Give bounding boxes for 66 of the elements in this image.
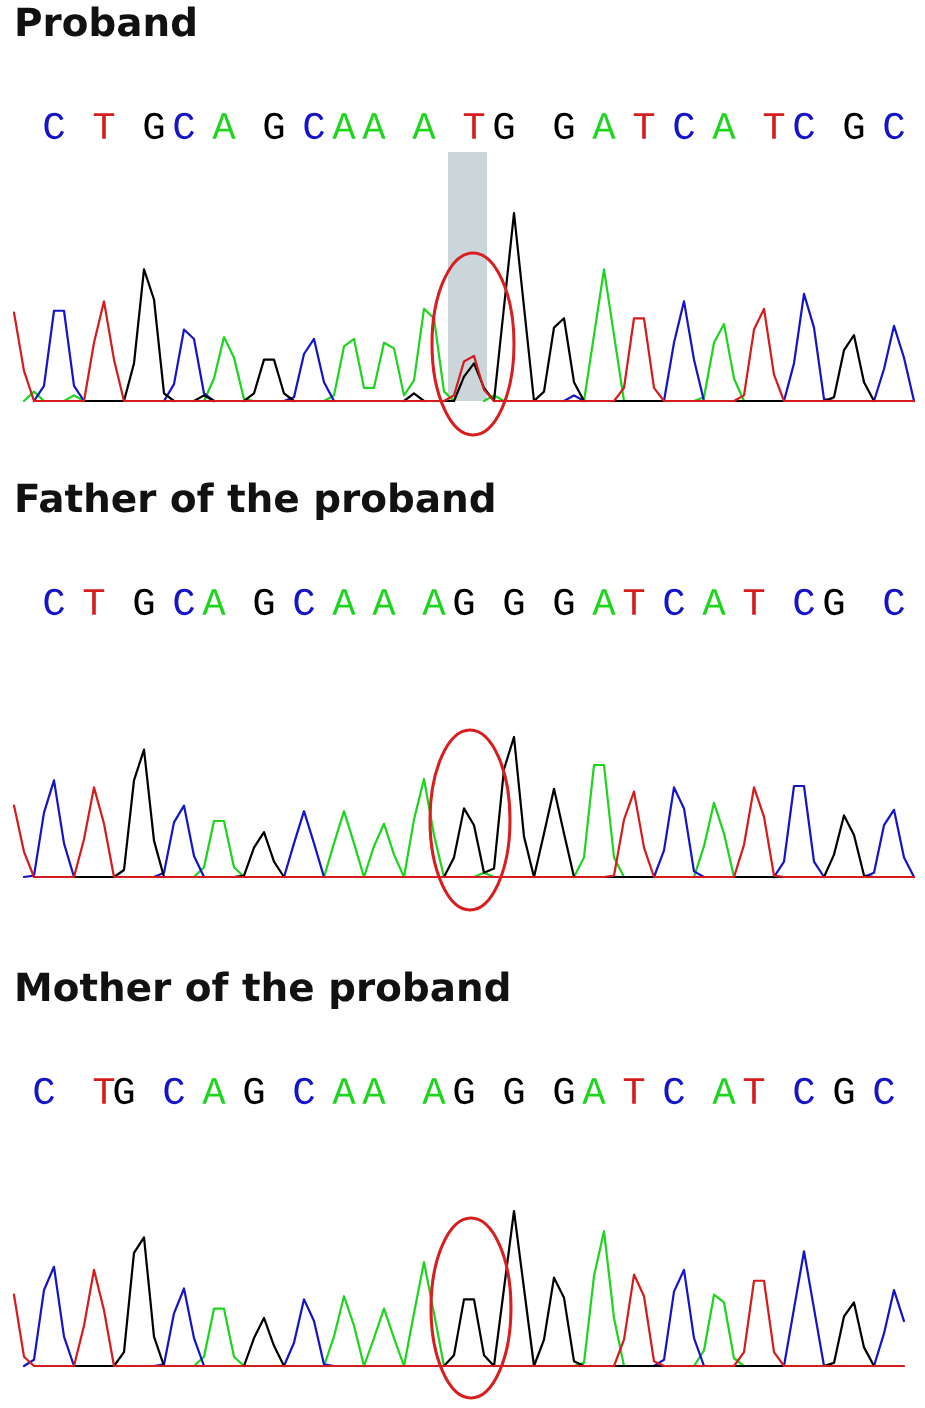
x-tick-label: C [674,112,695,140]
x-tick-label: G [244,1077,264,1105]
x-tick-label: C [294,588,315,616]
chart-title: Father of the proband [17,482,494,521]
x-tick-label: T [93,113,115,139]
x-tick-label: T [93,1078,115,1104]
x-tick-label: G [134,588,154,616]
x-tick-label: A [702,589,726,615]
x-tick-label: A [332,1078,356,1104]
x-tick-label: C [174,588,195,616]
x-tick-label: A [202,1078,226,1104]
x-tick-label: A [202,589,226,615]
x-tick-label: C [34,1077,55,1105]
x-tick-label: G [504,1077,524,1105]
x-tick-label: A [412,113,436,139]
x-tick-label: A [332,589,356,615]
x-tick-label: A [362,113,386,139]
x-tick-label: G [844,112,864,140]
x-tick-label: G [504,588,524,616]
x-tick-label: G [254,588,274,616]
x-tick-label: C [794,112,815,140]
x-tick-label: T [83,589,105,615]
x-tick-label: G [144,112,164,140]
x-tick-label: A [362,1078,386,1104]
x-tick-label: G [494,112,514,140]
x-tick-label: C [794,1077,815,1105]
chart-title: Proband [17,6,195,37]
x-tick-label: T [623,589,645,615]
x-tick-label: C [174,112,195,140]
x-tick-label: C [294,1077,315,1105]
x-tick-label: C [304,112,325,140]
x-tick-label: A [592,589,616,615]
x-tick-label: C [884,588,905,616]
x-tick-label: G [454,588,474,616]
x-tick-label: G [554,112,574,140]
x-tick-label: A [582,1078,606,1104]
x-tick-label: G [264,112,284,140]
x-tick-label: C [664,1077,685,1105]
x-tick-label: A [372,589,396,615]
x-tick-label: A [332,113,356,139]
x-tick-label: C [44,112,65,140]
x-tick-label: T [463,113,485,139]
x-tick-label: T [623,1078,645,1104]
x-tick-label: C [884,112,905,140]
x-tick-label: G [554,588,574,616]
x-tick-label: C [794,588,815,616]
x-tick-label: A [592,113,616,139]
x-tick-label: T [743,1078,765,1104]
x-tick-label: A [712,1078,736,1104]
x-tick-label: T [633,113,655,139]
x-tick-label: C [164,1077,185,1105]
x-tick-label: A [712,113,736,139]
x-tick-label: C [664,588,685,616]
x-tick-label: T [763,113,785,139]
chart-title: Mother of the proband [17,971,509,1010]
x-tick-label: T [743,589,765,615]
x-tick-label: G [834,1077,854,1105]
x-tick-label: C [44,588,65,616]
x-tick-label: G [824,588,844,616]
x-tick-label: A [422,589,446,615]
x-tick-label: A [422,1078,446,1104]
x-tick-label: A [212,113,236,139]
x-tick-label: G [554,1077,574,1105]
x-tick-label: C [874,1077,895,1105]
x-tick-label: G [114,1077,134,1105]
x-tick-label: G [454,1077,474,1105]
